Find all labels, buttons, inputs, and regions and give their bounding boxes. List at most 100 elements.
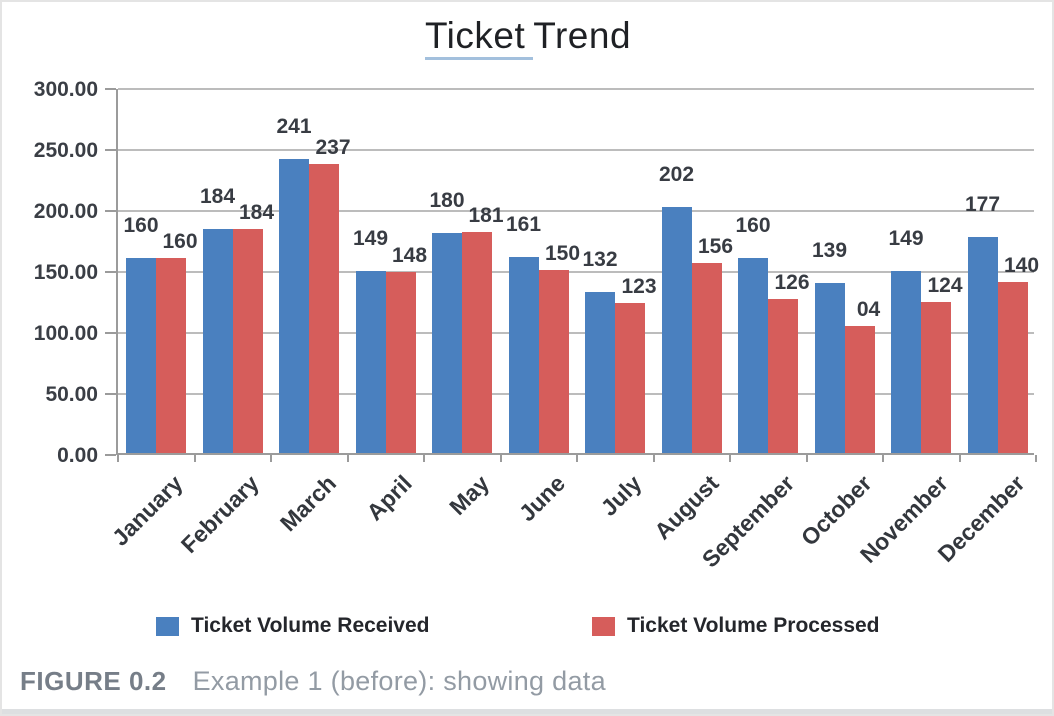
bar-value-label: 237 xyxy=(315,135,351,159)
x-axis-tick-mark xyxy=(882,455,884,462)
bar-value-label: 202 xyxy=(658,162,695,186)
bar-processed xyxy=(844,326,875,453)
chart-title-rest: Trend xyxy=(533,15,632,56)
bar-processed xyxy=(309,163,339,453)
bar-value-label: 180 xyxy=(429,189,465,213)
bar-processed xyxy=(768,299,798,453)
x-axis-month-label: May xyxy=(443,470,494,521)
x-axis-month-label: April xyxy=(361,470,418,526)
x-axis-month-label: March xyxy=(274,470,341,537)
x-axis-tick-mark xyxy=(117,455,119,462)
bar-processed xyxy=(691,262,722,453)
x-axis-tick-mark xyxy=(193,455,196,462)
bar-value-label: 139 xyxy=(811,239,848,263)
y-axis-tick-mark xyxy=(105,149,116,151)
bottom-divider xyxy=(2,709,1052,714)
chart-title: Ticket Trend xyxy=(2,15,1052,60)
y-axis-tick-mark xyxy=(105,210,116,212)
gridline xyxy=(118,271,1034,273)
bar-received xyxy=(891,271,921,453)
x-axis-tick-mark xyxy=(958,455,961,462)
bar-value-label: 148 xyxy=(391,244,428,268)
x-axis-tick-mark xyxy=(346,455,349,462)
bar-value-label: 241 xyxy=(276,114,312,138)
x-axis-tick-mark xyxy=(805,455,808,462)
y-axis-tick-mark xyxy=(105,88,116,90)
bar-received xyxy=(967,237,998,453)
x-axis-month-label: August xyxy=(648,470,724,545)
bar-processed xyxy=(615,302,645,453)
bar-value-label: 184 xyxy=(199,184,236,208)
figure-caption-text: Example 1 (before): showing data xyxy=(192,666,606,696)
figure-caption-label: FIGURE 0.2 xyxy=(20,666,167,696)
legend: Ticket Volume Received Ticket Volume Pro… xyxy=(2,614,1052,644)
y-axis-tick-mark xyxy=(105,332,116,334)
x-axis-tick-mark xyxy=(1035,455,1037,462)
gridline xyxy=(118,210,1034,212)
bar-value-label: 123 xyxy=(621,274,657,298)
bar-value-label: 181 xyxy=(468,204,504,228)
x-axis-month-label: June xyxy=(513,470,571,527)
legend-label-processed: Ticket Volume Processed xyxy=(627,614,880,637)
bar-value-label: 177 xyxy=(964,193,1001,217)
bar-processed xyxy=(232,228,263,453)
bar-received xyxy=(432,233,462,453)
bar-value-label: 149 xyxy=(888,227,924,251)
bar-received xyxy=(202,228,233,453)
bar-value-label: 149 xyxy=(352,227,389,251)
x-axis-tick-mark xyxy=(729,455,731,462)
y-axis-tick-label: 250.00 xyxy=(33,139,98,162)
gridline xyxy=(118,149,1034,151)
chart-area: 160 184 241 149 180 161 132 202 160 139 149 177 160 1… xyxy=(2,2,1052,602)
bar-processed xyxy=(997,282,1028,453)
x-axis-tick-mark xyxy=(652,455,655,462)
bar-value-label: 132 xyxy=(582,247,618,271)
bar-value-label: 140 xyxy=(1003,254,1040,278)
bar-received xyxy=(355,271,386,453)
bar-received xyxy=(661,206,692,453)
y-axis-tick-mark xyxy=(105,271,116,273)
bar-processed xyxy=(921,301,951,453)
bar-value-label: 160 xyxy=(162,229,198,253)
legend-swatch-received xyxy=(156,616,179,636)
legend-label-received: Ticket Volume Received xyxy=(191,614,430,637)
bar-received xyxy=(279,158,309,453)
bar-value-label: 161 xyxy=(505,212,542,236)
x-axis-tick-mark xyxy=(270,455,272,462)
y-axis-tick-label: 50.00 xyxy=(45,383,98,406)
y-axis-tick-label: 300.00 xyxy=(33,78,98,101)
bar-received xyxy=(126,257,156,453)
bar-processed xyxy=(156,257,186,453)
legend-swatch-processed xyxy=(592,616,615,636)
chart-title-underlined-word: Ticket xyxy=(424,15,534,60)
plot-area: 160 184 241 149 180 161 132 202 160 139 149 177 160 1… xyxy=(107,88,1039,572)
bar-value-label: 160 xyxy=(123,213,159,237)
y-axis-tick-label: 200.00 xyxy=(33,200,98,223)
y-axis-tick-label: 150.00 xyxy=(33,261,98,284)
x-axis-tick-mark xyxy=(499,455,502,462)
bar-received xyxy=(814,283,845,453)
gridline xyxy=(118,332,1034,334)
legend-item-processed: Ticket Volume Processed xyxy=(592,614,880,638)
bar-received xyxy=(508,256,539,453)
bar-received xyxy=(738,257,768,453)
bar-value-label: 124 xyxy=(927,273,963,297)
y-axis-tick-label: 0.00 xyxy=(57,444,98,467)
gridline xyxy=(118,88,1034,90)
y-axis-tick-mark xyxy=(105,454,116,456)
legend-item-received: Ticket Volume Received xyxy=(156,614,430,638)
x-axis-month-label: July xyxy=(595,470,647,521)
bar-value-label: 150 xyxy=(544,242,581,265)
x-axis-tick-mark xyxy=(423,455,425,462)
figure-caption: FIGURE 0.2 Example 1 (before): showing da… xyxy=(20,666,1020,697)
bar-received xyxy=(585,291,615,453)
gridline xyxy=(118,393,1034,395)
bar-value-label: 126 xyxy=(774,271,810,295)
bar-value-label: 160 xyxy=(735,213,771,237)
bar-value-label: 04 xyxy=(856,298,881,322)
bar-value-label: 156 xyxy=(697,234,734,258)
bar-processed xyxy=(462,232,492,453)
x-axis-tick-mark xyxy=(576,455,578,462)
bar-processed xyxy=(385,272,416,453)
